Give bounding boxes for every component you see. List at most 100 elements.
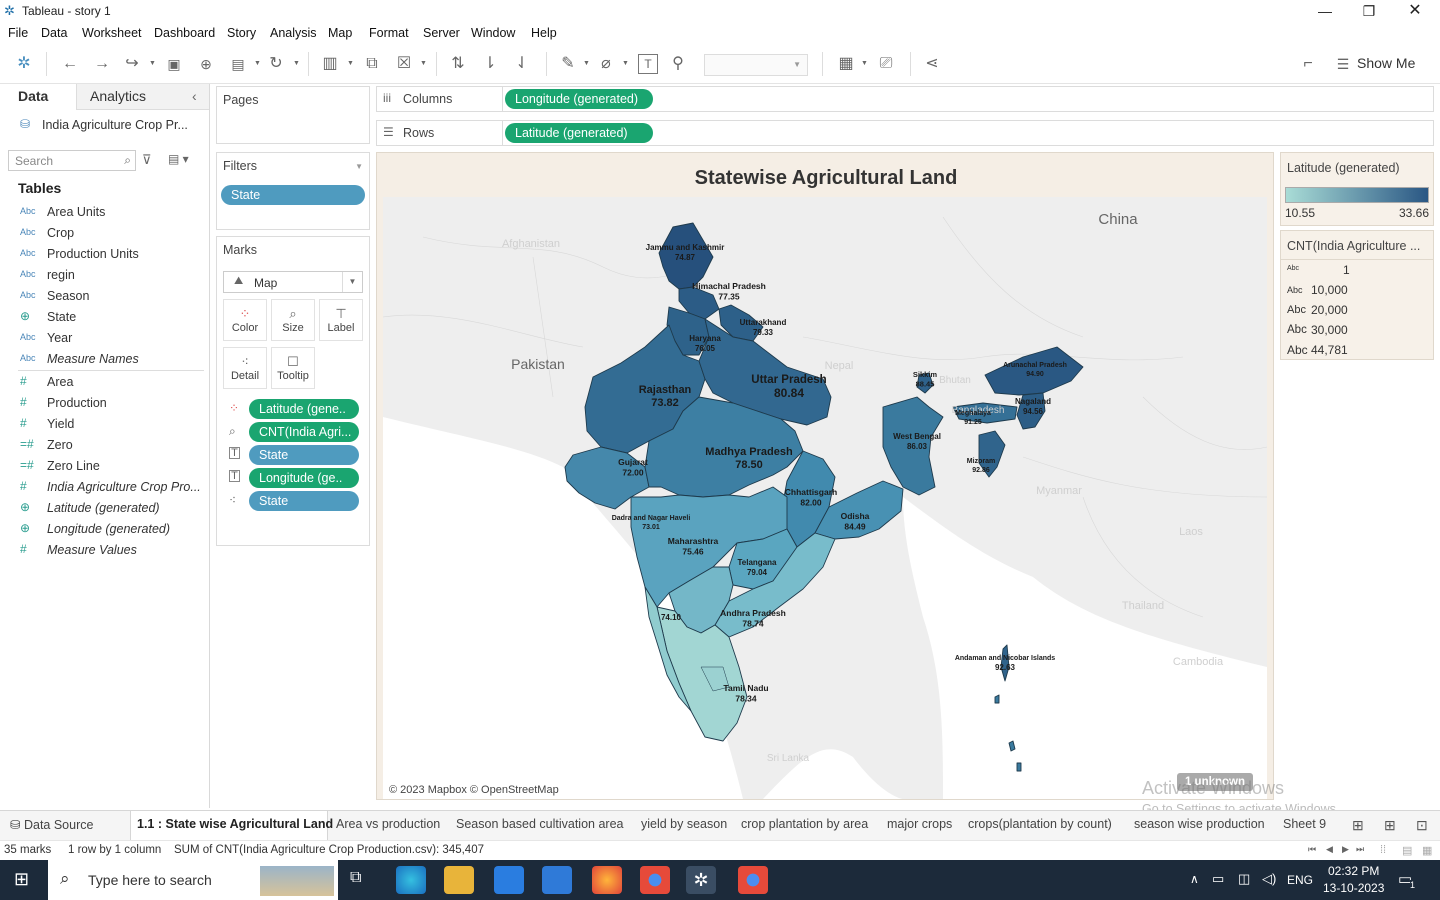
store-icon[interactable]	[494, 866, 524, 894]
clock-time[interactable]: 02:32 PM	[1328, 864, 1380, 878]
group-icon[interactable]: ⌀	[601, 55, 611, 72]
field-item[interactable]: Abc Production Units	[0, 244, 209, 265]
columns-shelf[interactable]: iii Columns Longitude (generated)	[376, 86, 1434, 112]
state-label[interactable]: Gujarat	[618, 457, 648, 467]
state-label[interactable]: West Bengal	[893, 432, 941, 441]
pause-updates-icon[interactable]: ▤	[231, 56, 245, 72]
notification-icon[interactable]: ▭	[1398, 871, 1413, 888]
tray-chevron-icon[interactable]: ∧	[1190, 872, 1199, 886]
prev-sheet-icon[interactable]: ◀	[1326, 844, 1333, 854]
tab-data[interactable]: Data	[18, 88, 49, 104]
taskbar-search[interactable]: ⌕ Type here to search	[48, 860, 338, 900]
state-label[interactable]: Tamil Nadu	[723, 683, 768, 693]
rows-shelf[interactable]: ☰ Rows Latitude (generated)	[376, 120, 1434, 146]
label-button[interactable]: ⊤ Label	[319, 299, 363, 341]
swap-icon[interactable]: ⇅	[451, 55, 465, 72]
filter-icon[interactable]: ⊽	[142, 152, 152, 167]
share-icon[interactable]: ⋖	[925, 55, 939, 72]
unknown-indicator[interactable]: 1 unknown	[1177, 773, 1253, 791]
sort-asc-icon[interactable]: ⇂	[483, 55, 497, 72]
state-label[interactable]: Andhra Pradesh	[720, 608, 786, 618]
chrome-icon[interactable]	[640, 866, 670, 894]
state-label[interactable]: Uttar Pradesh	[751, 374, 826, 386]
size-legend[interactable]: CNT(India Agriculture ... Abc 1 Abc 10,0…	[1280, 230, 1434, 360]
state-value-label[interactable]: 94.56	[1023, 407, 1044, 416]
sheet-tab[interactable]: season wise production	[1134, 817, 1265, 831]
highlight-icon[interactable]: ✎	[561, 55, 575, 72]
fit-dropdown[interactable]: ▼	[704, 54, 808, 76]
sheet-tab[interactable]: crops(plantation by count)	[968, 817, 1112, 831]
clear-sheet-icon[interactable]: ☒	[396, 55, 412, 72]
sheet-tab[interactable]: crop plantation by area	[741, 817, 869, 831]
field-item[interactable]: =# Zero	[0, 435, 209, 456]
mark-pill-longitude[interactable]: Longitude (ge..	[249, 468, 359, 488]
field-item[interactable]: # Production	[0, 393, 209, 414]
sheet-tab[interactable]: yield by season	[641, 817, 728, 831]
edge-icon[interactable]	[396, 866, 426, 894]
minimize-icon[interactable]: —	[1318, 3, 1332, 19]
field-item[interactable]: ⊕ State	[0, 307, 209, 328]
state-value-label[interactable]: 72.00	[622, 468, 644, 478]
state-label[interactable]: Uttarakhand	[740, 318, 787, 327]
state-label[interactable]: Mizoram	[967, 458, 995, 465]
state-value-label[interactable]: 78.50	[735, 459, 763, 471]
filmstrip-icon[interactable]: ⁞⁞	[1380, 844, 1387, 856]
filter-pill-state[interactable]: State	[221, 185, 365, 205]
mark-pill-state-detail[interactable]: State	[249, 491, 359, 511]
wifi-icon[interactable]: ◫	[1238, 871, 1251, 886]
state-value-label[interactable]: 94.90	[1026, 371, 1044, 378]
sheet-tab[interactable]: Sheet 9	[1283, 817, 1327, 831]
map-view[interactable]: China Pakistan Afghanistan Nepal Bhutan Bangl…	[383, 197, 1267, 799]
show-me-icon[interactable]: ☰	[1336, 56, 1350, 72]
new-worksheet-icon[interactable]: ▥	[322, 55, 338, 72]
field-search-input[interactable]: Search ⌕	[8, 150, 136, 171]
state-value-label[interactable]: 91.25	[964, 419, 982, 426]
state-value-label[interactable]: 86.03	[907, 442, 928, 451]
state-label[interactable]: Maharashtra	[668, 536, 719, 546]
state-value-label[interactable]: 75.46	[682, 547, 704, 557]
first-sheet-icon[interactable]: ⏮	[1308, 844, 1317, 854]
chrome-profile-icon[interactable]	[738, 866, 768, 894]
state-label[interactable]: Madhya Pradesh	[705, 446, 793, 458]
file-explorer-icon[interactable]	[444, 866, 474, 894]
sheet-tab[interactable]: Area vs production	[336, 817, 441, 831]
new-worksheet-tab-icon[interactable]: ⊞	[1352, 817, 1364, 833]
task-view-icon[interactable]: ⧉	[350, 869, 362, 886]
windows-start-icon[interactable]: ⊞	[14, 869, 30, 889]
menu-analysis[interactable]: Analysis	[270, 26, 317, 40]
tableau-home-icon[interactable]: ✲	[17, 55, 31, 72]
state-value-label[interactable]: 78.34	[735, 694, 757, 704]
color-button[interactable]: ⁘ Color	[223, 299, 267, 341]
collapse-pane-icon[interactable]: ‹	[192, 88, 197, 104]
pin-icon[interactable]: ⚲	[672, 55, 684, 72]
grid-view-icon[interactable]: ▦	[1422, 845, 1433, 857]
state-value-label[interactable]: 79.33	[753, 328, 774, 337]
state-label[interactable]: Jammu and Kashmir	[646, 243, 725, 252]
field-item[interactable]: # Area	[0, 372, 209, 393]
pages-shelf[interactable]: Pages	[216, 86, 370, 144]
field-item[interactable]: Abc Season	[0, 286, 209, 307]
state-value-label[interactable]: 73.82	[651, 397, 679, 409]
field-item[interactable]: Abc regin	[0, 265, 209, 286]
state-label[interactable]: Odisha	[841, 511, 870, 521]
volume-icon[interactable]: ◁)	[1262, 871, 1277, 886]
state-value-label[interactable]: 84.49	[844, 522, 866, 532]
field-item[interactable]: Abc Year	[0, 328, 209, 349]
mark-pill-latitude[interactable]: Latitude (gene..	[249, 399, 359, 419]
state-value-label[interactable]: 92.86	[972, 467, 990, 474]
replay-icon[interactable]: ↪	[125, 55, 139, 72]
mark-pill-cnt[interactable]: CNT(India Agri...	[249, 422, 359, 442]
menu-worksheet[interactable]: Worksheet	[82, 26, 142, 40]
menu-story[interactable]: Story	[227, 26, 257, 40]
state-value-label[interactable]: 88.45	[916, 380, 935, 389]
detail-button[interactable]: ⁖ Detail	[223, 347, 267, 389]
menu-file[interactable]: File	[8, 26, 29, 40]
state-value-label[interactable]: 74.10	[661, 613, 682, 622]
undo-icon[interactable]: ←	[62, 55, 78, 72]
size-button[interactable]: ⌕ Size	[271, 299, 315, 341]
state-label[interactable]: Meghalaya	[955, 410, 991, 417]
state-label[interactable]: Rajasthan	[639, 384, 692, 396]
network-icon[interactable]: ▭	[1212, 871, 1225, 886]
menu-map[interactable]: Map	[328, 26, 353, 40]
mark-type-dropdown[interactable]: ⛰ Map ▼	[223, 271, 363, 293]
